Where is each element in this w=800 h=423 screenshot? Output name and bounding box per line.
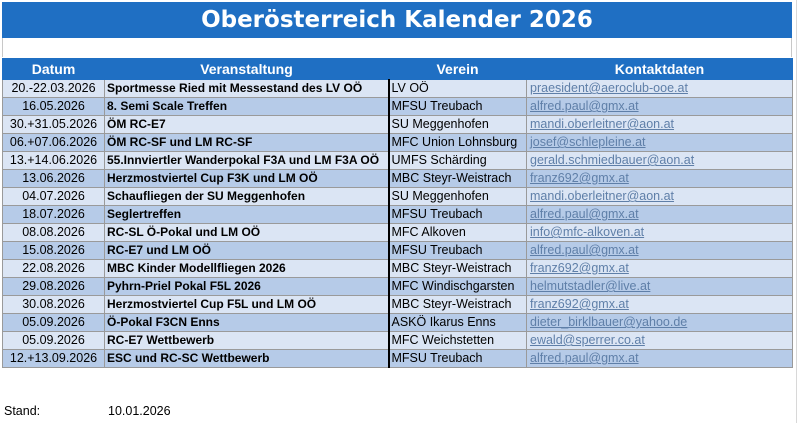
event-cell: MBC Kinder Modellfliegen 2026 — [104, 259, 390, 278]
event-cell: RC-E7 und LM OÖ — [104, 241, 390, 260]
table-row: 13.+14.06.2026 55.Innviertler Wanderpokal… — [2, 151, 793, 170]
date-cell: 30.08.2026 — [2, 295, 105, 314]
date-cell: 30.+31.05.2026 — [2, 115, 105, 134]
footer-stand-label: Stand: — [4, 404, 41, 418]
date-cell: 06.+07.06.2026 — [2, 133, 105, 152]
contact-link[interactable]: alfred.paul@gmx.at — [526, 349, 793, 368]
event-cell: Herzmostviertel Cup F3K und LM OÖ — [104, 169, 390, 188]
table-row: 05.09.2026 RC-E7 Wettbewerb MFC Weichstett… — [2, 331, 793, 350]
date-cell: 22.08.2026 — [2, 259, 105, 278]
table-row: 08.08.2026 RC-SL Ö-Pokal und LM OÖ MFC Alk… — [2, 223, 793, 242]
contact-link[interactable]: mandi.oberleitner@aon.at — [526, 115, 793, 134]
date-cell: 20.-22.03.2026 — [2, 79, 105, 98]
event-cell: Pyhrn-Priel Pokal F5L 2026 — [104, 277, 390, 296]
footer-stand-date: 10.01.2026 — [108, 404, 171, 418]
event-cell: ÖM RC-E7 — [104, 115, 390, 134]
date-cell: 05.09.2026 — [2, 313, 105, 332]
verein-cell: MFSU Treubach — [388, 97, 527, 116]
table-row: 18.07.2026 Seglertreffen MFSU Treubach alfr… — [2, 205, 793, 224]
page-title: Oberösterreich Kalender 2026 — [2, 2, 792, 38]
verein-cell: MFC Windischgarsten — [388, 277, 527, 296]
table-row: 16.05.2026 8. Semi Scale Treffen MFSU Treu… — [2, 97, 793, 116]
event-cell: 55.Innviertler Wanderpokal F3A und LM F3… — [104, 151, 390, 170]
event-cell: Ö-Pokal F3CN Enns — [104, 313, 390, 332]
contact-link[interactable]: franz692@gmx.at — [526, 295, 793, 314]
verein-cell: MBC Steyr-Weistrach — [388, 259, 527, 278]
table-row: 12.+13.09.2026 ESC und RC-SC Wettbewerb MF… — [2, 349, 793, 368]
event-cell: Sportmesse Ried mit Messestand des LV OÖ — [104, 79, 390, 98]
date-cell: 15.08.2026 — [2, 241, 105, 260]
date-cell: 12.+13.09.2026 — [2, 349, 105, 368]
date-cell: 13.+14.06.2026 — [2, 151, 105, 170]
table-row: 04.07.2026 Schaufliegen der SU Meggenhofe… — [2, 187, 793, 206]
event-cell: Herzmostviertel Cup F5L und LM OÖ — [104, 295, 390, 314]
contact-link[interactable]: alfred.paul@gmx.at — [526, 97, 793, 116]
date-cell: 05.09.2026 — [2, 331, 105, 350]
contact-link[interactable]: mandi.oberleitner@aon.at — [526, 187, 793, 206]
verein-cell: MFSU Treubach — [388, 241, 527, 260]
contact-link[interactable]: ewald@sperrer.co.at — [526, 331, 793, 350]
event-cell: Seglertreffen — [104, 205, 390, 224]
table-row: 05.09.2026 Ö-Pokal F3CN Enns ASKÖ Ikarus E… — [2, 313, 793, 332]
contact-link[interactable]: dieter_birklbauer@yahoo.de — [526, 313, 793, 332]
verein-cell: MFC Union Lohnsburg — [388, 133, 527, 152]
calendar-table: Datum Veranstaltung Verein Kontaktdaten … — [2, 58, 793, 368]
column-header-date: Datum — [2, 58, 105, 80]
table-row: 30.+31.05.2026 ÖM RC-E7 SU Meggenhofen mand… — [2, 115, 793, 134]
event-cell: Schaufliegen der SU Meggenhofen — [104, 187, 390, 206]
verein-cell: MBC Steyr-Weistrach — [388, 169, 527, 188]
event-cell: RC-SL Ö-Pokal und LM OÖ — [104, 223, 390, 242]
contact-link[interactable]: franz692@gmx.at — [526, 259, 793, 278]
date-cell: 16.05.2026 — [2, 97, 105, 116]
date-cell: 04.07.2026 — [2, 187, 105, 206]
verein-cell: MFSU Treubach — [388, 205, 527, 224]
date-cell: 08.08.2026 — [2, 223, 105, 242]
verein-cell: SU Meggenhofen — [388, 115, 527, 134]
table-row: 15.08.2026 RC-E7 und LM OÖ MFSU Treubach al… — [2, 241, 793, 260]
column-header-event: Veranstaltung — [104, 58, 389, 80]
verein-cell: MBC Steyr-Weistrach — [388, 295, 527, 314]
column-header-verein: Verein — [388, 58, 527, 80]
event-cell: ÖM RC-SF und LM RC-SF — [104, 133, 390, 152]
event-cell: ESC und RC-SC Wettbewerb — [104, 349, 390, 368]
table-row: 30.08.2026 Herzmostviertel Cup F5L und LM… — [2, 295, 793, 314]
table-row: 29.08.2026 Pyhrn-Priel Pokal F5L 2026 MFC … — [2, 277, 793, 296]
verein-cell: UMFS Schärding — [388, 151, 527, 170]
verein-cell: SU Meggenhofen — [388, 187, 527, 206]
contact-link[interactable]: franz692@gmx.at — [526, 169, 793, 188]
contact-link[interactable]: gerald.schmiedbauer@aon.at — [526, 151, 793, 170]
contact-link[interactable]: helmutstadler@live.at — [526, 277, 793, 296]
table-row: 13.06.2026 Herzmostviertel Cup F3K und LM… — [2, 169, 793, 188]
verein-cell: MFC Alkoven — [388, 223, 527, 242]
table-row: 22.08.2026 MBC Kinder Modellfliegen 2026 M… — [2, 259, 793, 278]
contact-link[interactable]: josef@schlepleine.at — [526, 133, 793, 152]
contact-link[interactable]: alfred.paul@gmx.at — [526, 241, 793, 260]
contact-link[interactable]: alfred.paul@gmx.at — [526, 205, 793, 224]
table-row: 06.+07.06.2026 ÖM RC-SF und LM RC-SF MFC U… — [2, 133, 793, 152]
sheet-edge — [796, 0, 797, 423]
header-row: Datum Veranstaltung Verein Kontaktdaten — [2, 58, 793, 80]
verein-cell: ASKÖ Ikarus Enns — [388, 313, 527, 332]
verein-cell: LV OÖ — [388, 79, 527, 98]
contact-link[interactable]: info@mfc-alkoven.at — [526, 223, 793, 242]
column-header-contact: Kontaktdaten — [526, 58, 793, 80]
event-cell: RC-E7 Wettbewerb — [104, 331, 390, 350]
date-cell: 18.07.2026 — [2, 205, 105, 224]
contact-link[interactable]: praesident@aeroclub-ooe.at — [526, 79, 793, 98]
event-cell: 8. Semi Scale Treffen — [104, 97, 390, 116]
table-row: 20.-22.03.2026 Sportmesse Ried mit Messes… — [2, 79, 793, 98]
date-cell: 13.06.2026 — [2, 169, 105, 188]
spacer-row — [2, 38, 792, 57]
verein-cell: MFC Weichstetten — [388, 331, 527, 350]
date-cell: 29.08.2026 — [2, 277, 105, 296]
verein-cell: MFSU Treubach — [388, 349, 527, 368]
